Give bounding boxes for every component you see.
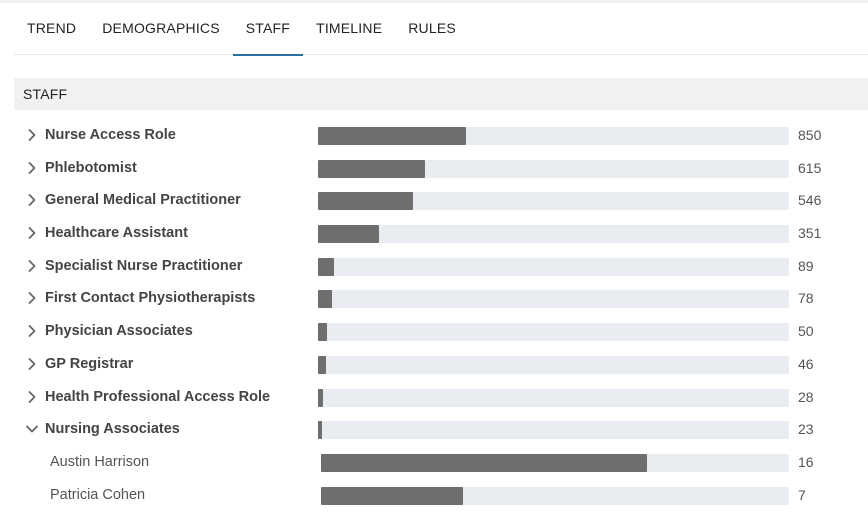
tab-staff[interactable]: STAFF	[232, 3, 304, 56]
staff-member-label: Patricia Cohen	[50, 486, 146, 503]
staff-member-row: Patricia Cohen 7	[0, 479, 868, 512]
count-value: 50	[798, 323, 814, 340]
section-title: STAFF	[14, 78, 868, 110]
chevron-down-icon[interactable]	[25, 422, 39, 436]
count-value: 23	[798, 421, 814, 438]
bar-track	[321, 486, 789, 505]
chevron-right-icon[interactable]	[25, 324, 39, 338]
count-value: 89	[798, 257, 814, 274]
bar-fill	[318, 127, 467, 145]
bar-track	[318, 225, 789, 244]
chevron-right-icon[interactable]	[25, 291, 39, 305]
staff-member-row: Austin Harrison 16	[0, 446, 868, 479]
staff-role-label[interactable]: Healthcare Assistant	[45, 225, 188, 242]
bar-track	[318, 127, 789, 145]
bar-track	[318, 355, 789, 374]
chevron-right-icon[interactable]	[25, 390, 39, 404]
bar-track	[318, 388, 789, 407]
chevron-right-icon[interactable]	[25, 357, 39, 371]
bar-fill	[318, 355, 326, 374]
bar-fill	[318, 421, 323, 440]
staff-role-label[interactable]: Health Professional Access Role	[45, 388, 271, 405]
chevron-right-icon[interactable]	[25, 128, 39, 142]
bar-fill	[318, 323, 327, 342]
bar-fill	[318, 388, 324, 407]
count-value: 546	[798, 192, 822, 209]
tab-bar: TREND DEMOGRAPHICS STAFF TIMELINE RULES	[14, 3, 868, 56]
count-value: 46	[798, 355, 814, 372]
bar-fill	[321, 453, 647, 472]
staff-role-label[interactable]: General Medical Practitioner	[45, 192, 241, 209]
staff-member-label: Austin Harrison	[50, 453, 150, 470]
count-value: 850	[798, 127, 822, 143]
staff-role-label[interactable]: Specialist Nurse Practitioner	[45, 257, 243, 274]
count-value: 28	[798, 388, 814, 405]
staff-role-row[interactable]: First Contact Physiotherapists 78	[0, 282, 868, 315]
bar-track	[318, 290, 789, 309]
staff-role-row[interactable]: Health Professional Access Role 28	[0, 381, 868, 414]
staff-role-label[interactable]: Nurse Access Role	[45, 127, 176, 143]
staff-role-row[interactable]: Nursing Associates 23	[0, 413, 868, 446]
count-value: 351	[798, 225, 822, 242]
staff-role-row[interactable]: Phlebotomist 615	[0, 152, 868, 185]
count-value: 615	[798, 159, 822, 176]
staff-role-row[interactable]: Physician Associates 50	[0, 315, 868, 348]
chevron-right-icon[interactable]	[25, 161, 39, 175]
staff-role-row[interactable]: Healthcare Assistant 351	[0, 217, 868, 250]
top-border	[0, 0, 868, 3]
staff-role-label[interactable]: Nursing Associates	[45, 421, 180, 438]
bar-track	[321, 453, 789, 472]
tab-demographics[interactable]: DEMOGRAPHICS	[102, 20, 220, 36]
staff-role-row[interactable]: Nurse Access Role 850	[0, 119, 868, 152]
bar-track	[318, 192, 789, 211]
bar-fill	[321, 486, 464, 505]
tab-timeline[interactable]: TIMELINE	[316, 20, 383, 36]
staff-role-label[interactable]: Physician Associates	[45, 323, 193, 340]
count-value: 16	[798, 453, 814, 470]
bar-fill	[318, 257, 334, 276]
staff-role-row[interactable]: General Medical Practitioner 546	[0, 184, 868, 217]
staff-role-label[interactable]: GP Registrar	[45, 355, 134, 372]
staff-role-row[interactable]: GP Registrar 46	[0, 348, 868, 381]
bar-fill	[318, 159, 425, 178]
bar-fill	[318, 192, 414, 211]
staff-role-row[interactable]: Specialist Nurse Practitioner 89	[0, 250, 868, 283]
bar-track	[318, 257, 789, 276]
bar-track	[318, 421, 789, 440]
staff-role-label[interactable]: Phlebotomist	[45, 159, 137, 176]
count-value: 7	[798, 486, 806, 503]
tab-rules[interactable]: RULES	[408, 20, 456, 36]
chevron-right-icon[interactable]	[25, 259, 39, 273]
bar-fill	[318, 225, 380, 244]
bar-track	[318, 323, 789, 342]
count-value: 78	[798, 290, 814, 307]
chevron-right-icon[interactable]	[25, 193, 39, 207]
chevron-right-icon[interactable]	[25, 226, 39, 240]
staff-list: Nurse Access Role 850 Phlebotomist 615 Gener…	[0, 119, 868, 511]
staff-role-label[interactable]: First Contact Physiotherapists	[45, 290, 256, 307]
bar-fill	[318, 290, 332, 309]
tab-trend[interactable]: TREND	[27, 20, 77, 36]
bar-track	[318, 159, 789, 178]
